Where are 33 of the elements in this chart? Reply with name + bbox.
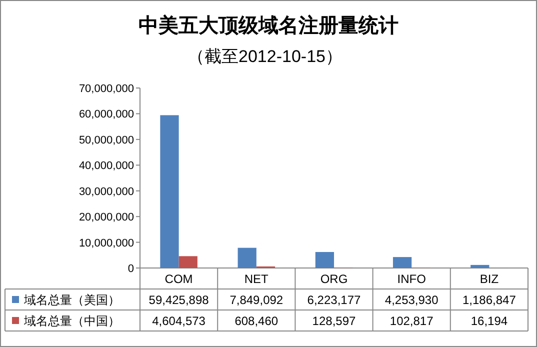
data-label: 4,253,930 [384,293,439,307]
y-tick-label: 20,000,000 [78,212,134,224]
legend-label: 域名总量（美国） [23,293,120,307]
bar [315,252,334,268]
bar [160,115,179,268]
data-label: 1,186,847 [462,293,516,307]
bar [238,248,256,268]
data-label: 16,194 [470,314,508,328]
bar [392,257,412,268]
chart-subtitle: （截至2012-10-15） [188,47,342,66]
y-tick-label: 30,000,000 [78,186,134,198]
x-tick-label: INFO [397,272,426,286]
y-tick-label: 60,000,000 [78,108,134,121]
y-tick-label: 50,000,000 [78,134,134,146]
x-tick-label: COM [164,272,193,286]
x-tick-label: ORG [320,272,348,286]
bar [178,256,198,268]
y-tick-label: 70,000,000 [78,83,134,95]
data-label: 6,223,177 [307,293,362,307]
x-tick-label: NET [244,272,270,286]
legend-label: 域名总量（中国） [23,314,120,328]
data-label: 102,817 [390,314,434,328]
x-tick-label: BIZ [480,272,499,286]
y-tick-label: 10,000,000 [78,237,134,250]
data-label: 4,604,573 [152,314,206,328]
bar [470,264,490,268]
data-label: 7,849,092 [230,293,284,307]
data-label: 128,597 [312,314,356,328]
y-tick-label: 0 [128,263,134,275]
data-label: 59,425,898 [148,293,210,307]
y-tick-label: 40,000,000 [78,160,134,172]
chart-title: 中美五大顶级域名注册量统计 [138,14,398,37]
data-label: 608,460 [234,314,278,328]
